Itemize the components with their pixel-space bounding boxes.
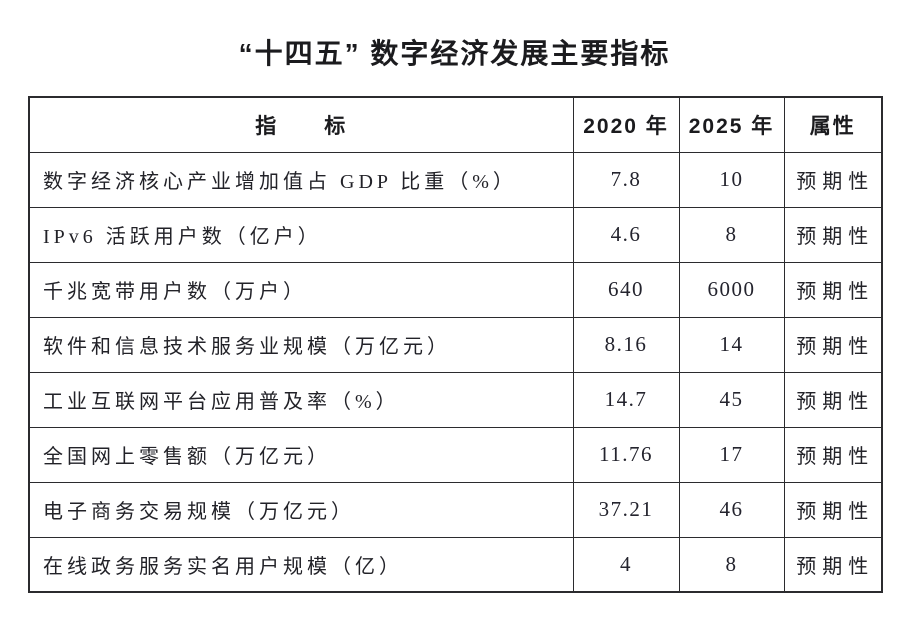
page-title: “十四五” 数字经济发展主要指标 bbox=[238, 38, 671, 69]
cell-2020: 640 bbox=[572, 261, 680, 318]
cell-2020: 11.76 bbox=[572, 426, 680, 483]
header-attribute: 属性 bbox=[783, 96, 883, 153]
cell-indicator: 工业互联网平台应用普及率（%） bbox=[28, 371, 574, 428]
table-row: 全国网上零售额（万亿元） 11.76 17 预期性 bbox=[28, 426, 883, 483]
table-row: 数字经济核心产业增加值占 GDP 比重（%） 7.8 10 预期性 bbox=[28, 151, 883, 208]
cell-attribute: 预期性 bbox=[783, 261, 883, 318]
cell-attribute: 预期性 bbox=[783, 316, 883, 373]
cell-indicator: 在线政务服务实名用户规模（亿） bbox=[28, 536, 574, 593]
cell-2020: 4.6 bbox=[572, 206, 680, 263]
cell-2020: 14.7 bbox=[572, 371, 680, 428]
cell-2025: 6000 bbox=[678, 261, 785, 318]
cell-indicator: IPv6 活跃用户数（亿户） bbox=[28, 206, 574, 263]
cell-2020: 8.16 bbox=[572, 316, 680, 373]
cell-2025: 17 bbox=[678, 426, 785, 483]
cell-attribute: 预期性 bbox=[783, 206, 883, 263]
header-indicator: 指 标 bbox=[28, 96, 574, 153]
table-row: 千兆宽带用户数（万户） 640 6000 预期性 bbox=[28, 261, 883, 318]
table-row: IPv6 活跃用户数（亿户） 4.6 8 预期性 bbox=[28, 206, 883, 263]
cell-attribute: 预期性 bbox=[783, 426, 883, 483]
cell-2025: 46 bbox=[678, 481, 785, 538]
cell-indicator: 软件和信息技术服务业规模（万亿元） bbox=[28, 316, 574, 373]
indicators-table: 指 标 2020 年 2025 年 属性 数字经济核心产业增加值占 GDP 比重… bbox=[28, 96, 883, 593]
cell-indicator: 数字经济核心产业增加值占 GDP 比重（%） bbox=[28, 151, 574, 208]
cell-2025: 14 bbox=[678, 316, 785, 373]
cell-2020: 7.8 bbox=[572, 151, 680, 208]
header-year-2020: 2020 年 bbox=[572, 96, 680, 153]
cell-2020: 37.21 bbox=[572, 481, 680, 538]
indicators-table-container: 指 标 2020 年 2025 年 属性 数字经济核心产业增加值占 GDP 比重… bbox=[28, 96, 883, 593]
table-row: 电子商务交易规模（万亿元） 37.21 46 预期性 bbox=[28, 481, 883, 538]
table-row: 软件和信息技术服务业规模（万亿元） 8.16 14 预期性 bbox=[28, 316, 883, 373]
table-header-row: 指 标 2020 年 2025 年 属性 bbox=[28, 96, 883, 153]
cell-2020: 4 bbox=[572, 536, 680, 593]
cell-2025: 8 bbox=[678, 206, 785, 263]
cell-2025: 45 bbox=[678, 371, 785, 428]
cell-attribute: 预期性 bbox=[783, 371, 883, 428]
cell-2025: 8 bbox=[678, 536, 785, 593]
table-row: 在线政务服务实名用户规模（亿） 4 8 预期性 bbox=[28, 536, 883, 593]
cell-indicator: 全国网上零售额（万亿元） bbox=[28, 426, 574, 483]
table-row: 工业互联网平台应用普及率（%） 14.7 45 预期性 bbox=[28, 371, 883, 428]
header-year-2025: 2025 年 bbox=[678, 96, 785, 153]
cell-attribute: 预期性 bbox=[783, 481, 883, 538]
cell-indicator: 千兆宽带用户数（万户） bbox=[28, 261, 574, 318]
cell-2025: 10 bbox=[678, 151, 785, 208]
cell-indicator: 电子商务交易规模（万亿元） bbox=[28, 481, 574, 538]
cell-attribute: 预期性 bbox=[783, 151, 883, 208]
cell-attribute: 预期性 bbox=[783, 536, 883, 593]
